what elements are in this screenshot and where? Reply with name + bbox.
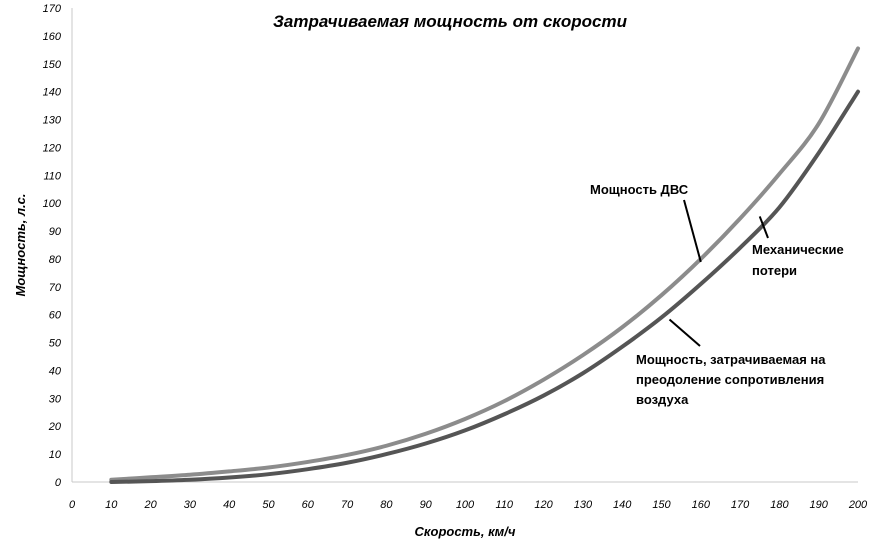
x-tick-label: 90: [420, 499, 433, 511]
y-tick-labels: 0 10 20 30 40 50 60 70 80 90 100 110 120 130 140 150 160…: [43, 3, 62, 489]
x-tick-label: 200: [848, 499, 868, 511]
y-tick-label: 140: [43, 87, 62, 99]
annotation-line: преодоление сопротивления: [636, 372, 824, 387]
y-tick-label: 150: [43, 59, 62, 71]
y-tick-label: 30: [49, 393, 62, 405]
x-tick-label: 160: [692, 499, 711, 511]
x-tick-label: 30: [184, 499, 197, 511]
annotation-leader-mech: [758, 216, 769, 239]
x-tick-label: 170: [731, 499, 750, 511]
x-tick-label: 150: [652, 499, 671, 511]
annotation-line: воздуха: [636, 392, 689, 407]
y-tick-label: 60: [49, 310, 62, 322]
y-tick-label: 100: [43, 198, 62, 210]
chart-title: Затрачиваемая мощность от скорости: [273, 12, 628, 31]
x-tick-label: 120: [534, 499, 553, 511]
series-line-dvs: [109, 46, 860, 482]
x-tick-label: 60: [302, 499, 315, 511]
annotation-label-dvs: Мощность ДВС: [590, 182, 689, 197]
y-tick-label: 10: [49, 449, 62, 461]
y-axis-title: Мощность, л.с.: [13, 194, 28, 297]
y-tick-label: 110: [43, 170, 61, 182]
annotation-line: Мощность, затрачиваемая на: [636, 352, 826, 367]
annotation-mech: Механические потери: [752, 216, 847, 278]
y-axis: 0 10 20 30 40 50 60 70 80 90 100 110 120 130 140 150 160…: [13, 3, 73, 489]
annotation-line: Мощность ДВС: [590, 182, 689, 197]
x-tick-label: 140: [613, 499, 632, 511]
x-tick-label: 10: [105, 499, 118, 511]
y-tick-label: 0: [55, 477, 62, 489]
x-tick-label: 190: [810, 499, 829, 511]
series-line-air-resistance: [109, 89, 860, 484]
x-tick-labels: 0 10 20 30 40 50 60 70 80 90 100 110 120 130 140 150 160…: [69, 499, 868, 511]
annotation-label-mech: Механические потери: [752, 242, 847, 278]
y-tick-label: 90: [49, 226, 62, 238]
x-axis: 0 10 20 30 40 50 60 70 80 90 100 110 120 130 140 150 160…: [69, 481, 868, 539]
y-tick-label: 20: [48, 421, 62, 433]
series-layer: [109, 46, 860, 484]
x-tick-label: 100: [456, 499, 475, 511]
y-tick-label: 160: [43, 31, 62, 43]
annotation-line: потери: [752, 263, 797, 278]
y-tick-label: 50: [49, 338, 62, 350]
y-tick-label: 130: [43, 115, 62, 127]
y-tick-label: 170: [43, 3, 62, 15]
annotation-leader-air: [668, 318, 701, 347]
annotation-label-air: Мощность, затрачиваемая на преодоление с…: [636, 352, 829, 407]
y-tick-label: 120: [43, 142, 62, 154]
annotation-air: Мощность, затрачиваемая на преодоление с…: [636, 318, 829, 407]
x-tick-label: 80: [380, 499, 393, 511]
y-tick-label: 70: [49, 282, 62, 294]
x-tick-label: 70: [341, 499, 354, 511]
annotation-line: Механические: [752, 242, 844, 257]
x-tick-label: 180: [770, 499, 789, 511]
x-tick-label: 20: [143, 499, 157, 511]
annotation-leader-dvs: [683, 199, 702, 263]
x-axis-title: Скорость, км/ч: [415, 524, 516, 539]
x-tick-label: 50: [262, 499, 275, 511]
x-tick-label: 110: [496, 499, 514, 511]
y-tick-label: 80: [49, 254, 62, 266]
x-tick-label: 0: [69, 499, 76, 511]
annotation-dvs: Мощность ДВС: [590, 182, 702, 263]
y-tick-label: 40: [49, 365, 62, 377]
x-tick-label: 40: [223, 499, 236, 511]
x-tick-label: 130: [574, 499, 593, 511]
